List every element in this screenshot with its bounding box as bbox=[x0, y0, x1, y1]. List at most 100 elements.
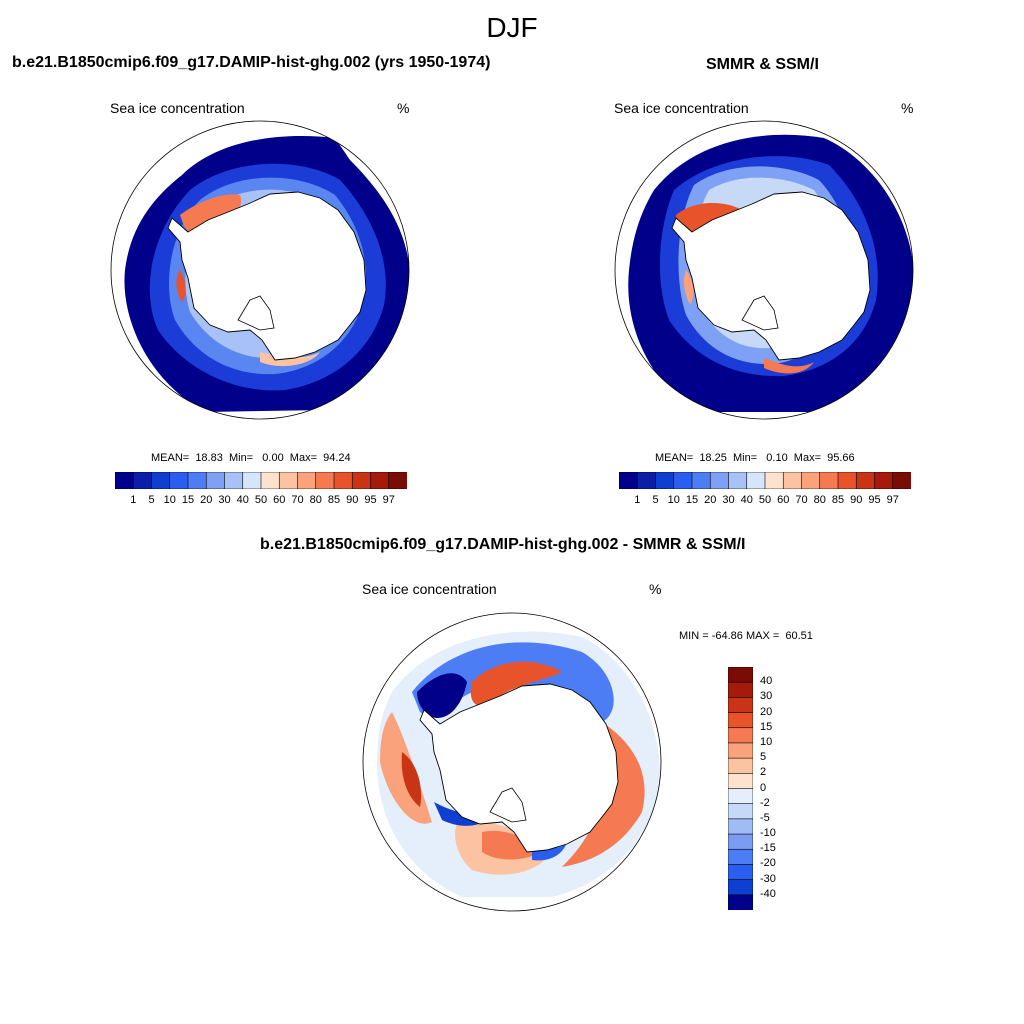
model-colorbar-tick-label: 70 bbox=[291, 494, 304, 506]
obs-colorbar-tick-label: 30 bbox=[722, 494, 735, 506]
model-colorbar-swatch bbox=[315, 472, 335, 489]
model-colorbar-tick-label: 50 bbox=[254, 494, 268, 506]
diff-variable-label: Sea ice concentration bbox=[362, 581, 497, 597]
model-colorbar-tick-label: 40 bbox=[236, 494, 249, 506]
diff-colorbar-swatch bbox=[728, 727, 753, 744]
model-colorbar-swatch bbox=[205, 472, 226, 489]
season-title: DJF bbox=[486, 12, 538, 43]
obs-colorbar-swatch bbox=[673, 472, 693, 489]
obs-colorbar-swatch bbox=[855, 472, 876, 489]
obs-colorbar-tick-label: 97 bbox=[886, 494, 899, 506]
diff-colorbar-tick-label: 10 bbox=[760, 735, 773, 748]
obs-colorbar-tick-label: 1 bbox=[634, 494, 641, 506]
model-colorbar-swatch bbox=[242, 472, 262, 489]
obs-colorbar-swatch bbox=[819, 472, 839, 489]
model-colorbar-swatch bbox=[224, 472, 244, 489]
diff-colorbar-swatch bbox=[728, 848, 753, 866]
diff-stats: MIN = -64.86 MAX = 60.51 bbox=[679, 630, 813, 642]
diff-colorbar-tick-label: -15 bbox=[760, 842, 776, 855]
obs-colorbar-swatch bbox=[746, 472, 766, 489]
model-colorbar-swatch bbox=[278, 472, 299, 489]
model-colorbar-tick-label: 60 bbox=[273, 494, 286, 506]
obs-colorbar-tick-label: 85 bbox=[831, 494, 845, 506]
diff-colorbar-tick-label: -40 bbox=[760, 887, 776, 900]
obs-units-label: % bbox=[901, 100, 914, 116]
diff-colorbar-tick-label: -30 bbox=[760, 872, 776, 885]
diff-colorbar-swatch bbox=[728, 712, 753, 729]
obs-colorbar-tick-label: 70 bbox=[795, 494, 808, 506]
obs-colorbar-swatch bbox=[782, 472, 803, 489]
diff-colorbar-swatch bbox=[728, 681, 753, 698]
obs-colorbar-swatch bbox=[728, 472, 748, 489]
diff-colorbar bbox=[728, 667, 753, 910]
diff-colorbar-tick-label: 2 bbox=[760, 766, 767, 779]
model-colorbar bbox=[115, 472, 407, 489]
obs-colorbar-tick-label: 95 bbox=[868, 494, 881, 506]
model-colorbar-tick-label: 90 bbox=[346, 494, 359, 506]
diff-colorbar-tick-label: -20 bbox=[760, 857, 776, 870]
model-colorbar-swatch bbox=[132, 472, 153, 489]
obs-variable-label: Sea ice concentration bbox=[614, 100, 749, 116]
obs-colorbar-swatch bbox=[874, 472, 894, 489]
obs-colorbar-swatch bbox=[837, 472, 857, 489]
model-colorbar-swatch bbox=[169, 472, 189, 489]
obs-colorbar-tick-label: 20 bbox=[704, 494, 717, 506]
model-stats: MEAN= 18.83 Min= 0.00 Max= 94.24 bbox=[151, 452, 351, 464]
obs-colorbar-tick-label: 10 bbox=[667, 494, 680, 506]
obs-colorbar-swatch bbox=[764, 472, 784, 489]
model-colorbar-swatch bbox=[351, 472, 372, 489]
obs-colorbar-tick-label: 5 bbox=[652, 494, 659, 506]
obs-colorbar-swatch bbox=[801, 472, 821, 489]
model-colorbar-swatch bbox=[115, 472, 134, 489]
model-colorbar-tick-label: 20 bbox=[200, 494, 213, 506]
diff-colorbar-swatch bbox=[728, 788, 753, 805]
model-colorbar-swatch bbox=[260, 472, 280, 489]
model-colorbar-tick-label: 1 bbox=[130, 494, 137, 506]
model-variable-label: Sea ice concentration bbox=[110, 100, 245, 116]
diff-colorbar-swatch bbox=[728, 667, 753, 683]
model-colorbar-tick-label: 85 bbox=[327, 494, 341, 506]
diff-colorbar-swatch bbox=[728, 803, 753, 820]
obs-colorbar-swatch bbox=[619, 472, 638, 489]
model-colorbar-tick-label: 15 bbox=[181, 494, 195, 506]
diff-colorbar-labels: 40 30 20 15 10 5 2 0 -2 -5 -10 -15 -20 -30 -40 bbox=[760, 667, 800, 910]
diff-colorbar-swatch bbox=[728, 833, 753, 850]
obs-sea-ice-map bbox=[614, 120, 914, 420]
obs-colorbar-swatch bbox=[691, 472, 711, 489]
diff-colorbar-tick-label: 15 bbox=[760, 720, 773, 733]
model-colorbar-tick-label: 10 bbox=[163, 494, 176, 506]
diff-colorbar-tick-label: 40 bbox=[760, 675, 773, 688]
obs-colorbar-tick-label: 15 bbox=[685, 494, 699, 506]
diff-colorbar-tick-label: 30 bbox=[760, 690, 773, 703]
model-colorbar-tick-label: 80 bbox=[309, 494, 322, 506]
model-colorbar-swatch bbox=[388, 472, 407, 489]
model-colorbar-tick-label: 5 bbox=[148, 494, 155, 506]
obs-colorbar-tick-label: 90 bbox=[850, 494, 863, 506]
obs-colorbar-tick-label: 60 bbox=[777, 494, 790, 506]
model-colorbar-tick-label: 97 bbox=[382, 494, 395, 506]
diff-colorbar-swatch bbox=[728, 894, 753, 910]
obs-colorbar bbox=[619, 472, 911, 489]
diff-colorbar-tick-label: -2 bbox=[760, 796, 770, 809]
diff-colorbar-tick-label: -10 bbox=[760, 827, 776, 840]
model-colorbar-swatch bbox=[187, 472, 207, 489]
obs-colorbar-swatch bbox=[709, 472, 730, 489]
obs-colorbar-tick-label: 80 bbox=[813, 494, 826, 506]
diff-colorbar-swatch bbox=[728, 742, 753, 759]
model-colorbar-swatch bbox=[370, 472, 390, 489]
diff-colorbar-swatch bbox=[728, 773, 753, 790]
diff-colorbar-swatch bbox=[728, 697, 753, 714]
diff-units-label: % bbox=[649, 581, 662, 597]
obs-colorbar-swatch bbox=[892, 472, 911, 489]
model-colorbar-labels: 1 5 10 15 20 30 40 50 60 70 80 85 90 95 97 bbox=[115, 494, 407, 508]
obs-colorbar-swatch bbox=[655, 472, 675, 489]
diff-colorbar-tick-label: 0 bbox=[760, 781, 767, 794]
model-units-label: % bbox=[397, 100, 410, 116]
model-colorbar-swatch bbox=[151, 472, 171, 489]
obs-panel-title: SMMR & SSM/I bbox=[706, 56, 819, 73]
obs-stats: MEAN= 18.25 Min= 0.10 Max= 95.66 bbox=[655, 452, 855, 464]
model-panel-title: b.e21.B1850cmip6.f09_g17.DAMIP-hist-ghg.… bbox=[12, 54, 491, 71]
diff-colorbar-swatch bbox=[728, 864, 753, 881]
obs-colorbar-tick-label: 50 bbox=[758, 494, 772, 506]
obs-colorbar-tick-label: 40 bbox=[740, 494, 753, 506]
